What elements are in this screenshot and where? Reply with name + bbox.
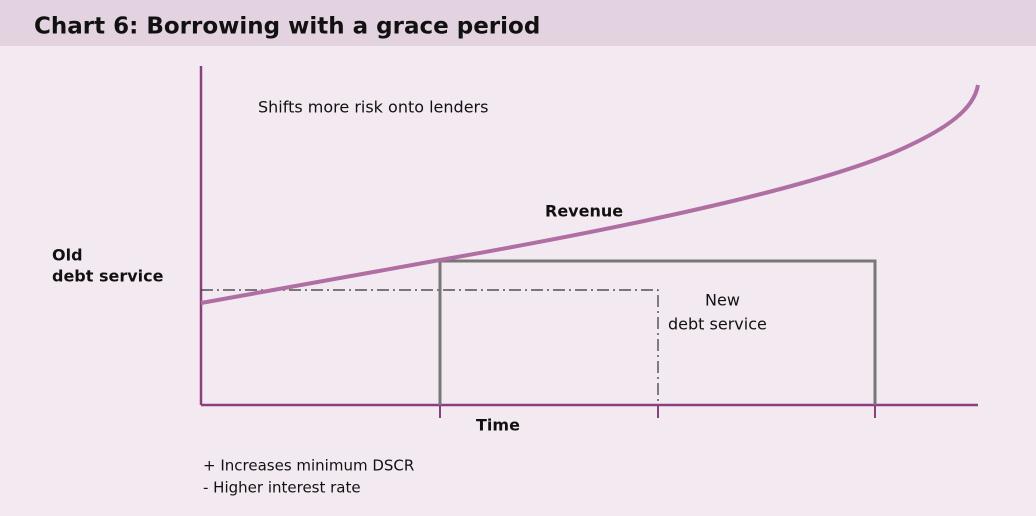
old-debt-label: debt service <box>52 267 164 286</box>
new-debt-label: debt service <box>668 315 767 334</box>
new-debt-service-line <box>438 259 877 405</box>
old-debt-service-line <box>201 289 659 405</box>
risk-note: Shifts more risk onto lenders <box>258 98 488 117</box>
title: Chart 6: Borrowing with a grace period <box>34 14 540 40</box>
note: - Higher interest rate <box>203 479 361 497</box>
note: + Increases minimum DSCR <box>203 457 414 475</box>
old-debt-label: Old <box>52 246 83 265</box>
x-axis-label: Time <box>476 416 520 435</box>
new-debt-label: New <box>705 291 740 310</box>
revenue-label: Revenue <box>545 202 623 221</box>
revenue-curve <box>200 84 980 305</box>
title-bar <box>0 0 1036 46</box>
